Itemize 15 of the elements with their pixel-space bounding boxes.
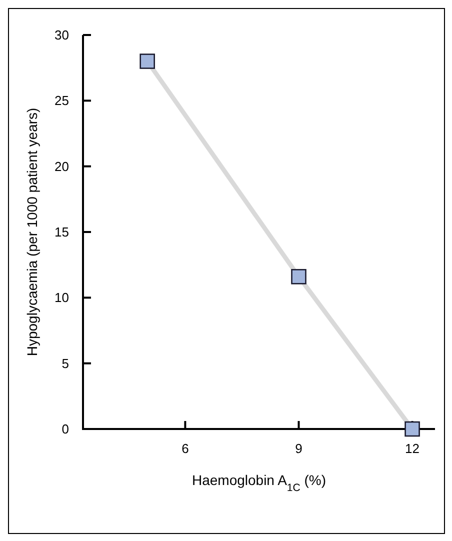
y-tick-label: 0 [62,422,69,437]
y-axis-title: Hypoglycaemia (per 1000 patient years) [24,108,40,356]
x-tick-label: 12 [405,441,420,456]
y-tick-label: 30 [54,28,69,43]
x-tick-label: 6 [182,441,189,456]
point [404,421,420,437]
x-tick-label: 9 [295,441,302,456]
y-tick-label: 5 [62,356,69,371]
y-tick-label: 25 [54,93,69,108]
point [291,269,306,284]
point [140,54,155,69]
y-tick-label: 10 [54,290,69,306]
y-tick-label: 15 [54,224,69,240]
x-axis-title: Haemoglobin A$_{1C}$ (%) [192,472,326,494]
y-tick-label: 20 [54,158,69,174]
